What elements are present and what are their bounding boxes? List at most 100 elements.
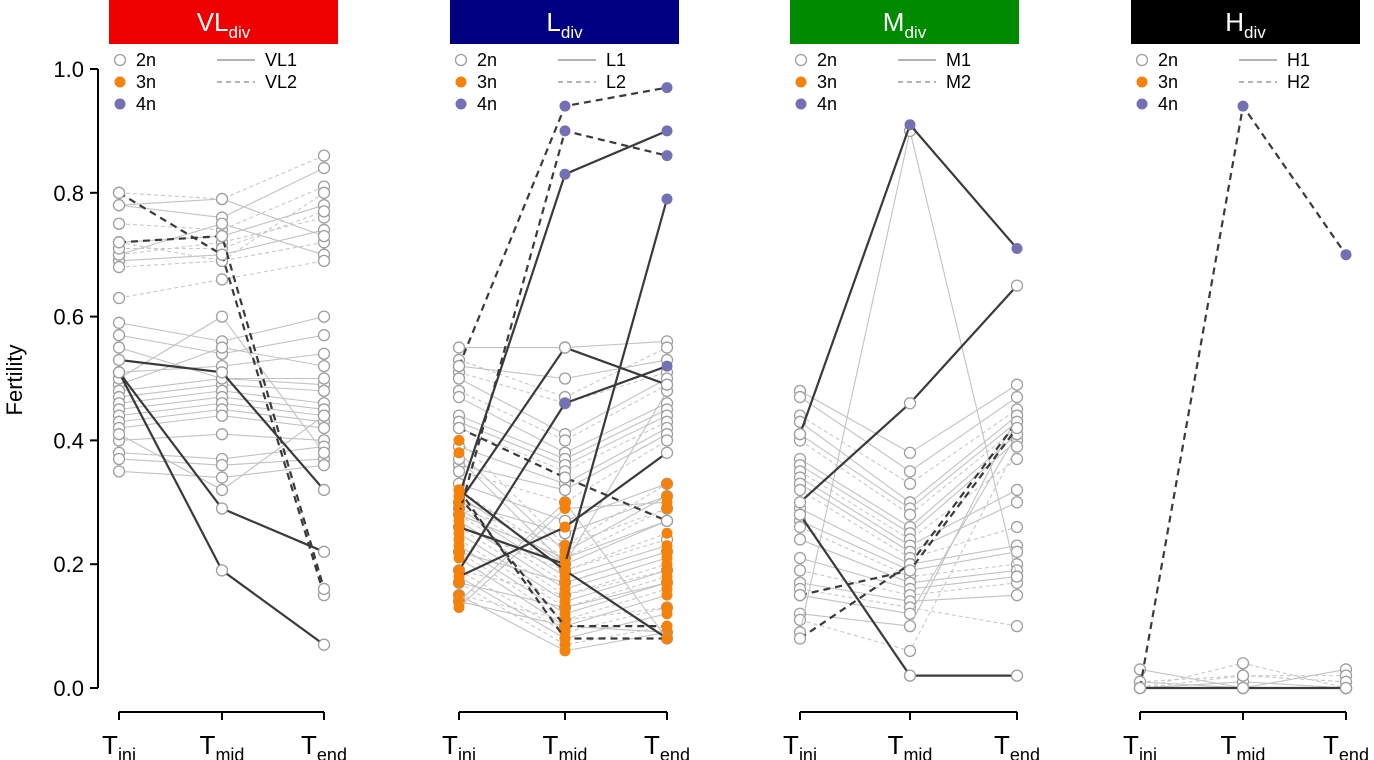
x-tick-base: T <box>301 730 317 760</box>
legend-label: L2 <box>606 72 626 92</box>
highlight-point-3n <box>453 571 465 583</box>
data-point-2n <box>903 508 917 521</box>
x-tick-label: Tend <box>994 730 1040 760</box>
data-point-2n <box>793 564 807 577</box>
legend-label: 2n <box>817 50 837 70</box>
x-axis-h: Tini Tmid Tend <box>1123 711 1369 760</box>
highlight-point-2n <box>112 186 126 199</box>
panel-header-vl <box>109 0 338 44</box>
legend-marker-3n <box>1136 76 1148 88</box>
legend-marker-4n <box>455 98 467 110</box>
x-tick-subscript: ini <box>458 745 476 760</box>
data-point-2n <box>215 483 229 497</box>
x-tick-subscript: mid <box>1236 745 1265 760</box>
panel-title-subscript: div <box>1244 23 1266 42</box>
x-tick-subscript: end <box>1010 745 1040 760</box>
data-point-2n <box>112 316 126 329</box>
data-point-2n <box>903 446 917 459</box>
data-point-2n <box>1010 570 1024 583</box>
panel-title-base: M <box>883 7 905 37</box>
legend-label: 3n <box>477 72 497 92</box>
y-tick-label: 0.8 <box>53 181 84 206</box>
data-point-2n <box>1010 545 1024 558</box>
panel-title-subscript: div <box>904 23 926 42</box>
highlight-series-L2 <box>458 427 668 522</box>
data-point-2n <box>317 254 331 268</box>
data-point-2n <box>317 149 331 162</box>
highlight-point-2n <box>317 582 331 596</box>
data-point-2n <box>215 217 229 230</box>
legend-marker-2n <box>1135 53 1149 67</box>
legend-label: 2n <box>477 50 497 70</box>
data-point-2n <box>317 459 331 472</box>
x-tick-label: Tend <box>1323 730 1369 760</box>
x-tick-label: Tend <box>301 730 347 760</box>
highlight-point-2n <box>215 229 229 243</box>
legend-label: 4n <box>817 94 837 114</box>
data-point-2n <box>317 186 331 199</box>
data-point-2n <box>1010 440 1024 453</box>
highlight-point-2n <box>660 378 674 391</box>
legend-marker-2n <box>113 53 127 67</box>
data-point-2n <box>1010 589 1024 602</box>
background-series-line <box>458 551 668 621</box>
legend-label: VL1 <box>265 50 297 70</box>
panel-header-l <box>450 0 679 44</box>
data-point-2n <box>903 619 917 633</box>
data-point-3n <box>661 478 673 490</box>
highlight-point-4n <box>559 168 571 180</box>
data-point-2n <box>112 428 126 441</box>
data-point-2n <box>215 310 229 323</box>
highlight-point-3n <box>453 509 465 521</box>
data-point-2n <box>903 465 917 478</box>
x-tick-label: Tini <box>783 730 817 760</box>
highlight-point-4n <box>559 397 571 409</box>
data-point-2n <box>317 229 331 243</box>
highlight-point-4n <box>904 119 916 131</box>
panel-title: VLdiv <box>197 7 251 42</box>
data-point-2n <box>317 310 331 323</box>
y-axis: 0.0 0.2 0.4 0.6 0.8 1.0 <box>53 57 99 701</box>
data-point-2n <box>215 273 229 286</box>
highlight-point-2n <box>660 446 674 459</box>
legend-label: 2n <box>136 50 156 70</box>
x-tick-base: T <box>783 730 799 760</box>
highlight-point-2n <box>452 359 466 373</box>
legend-label: H1 <box>1287 50 1310 70</box>
highlight-point-2n <box>215 248 229 261</box>
data-point-2n <box>317 205 331 218</box>
data-point-2n <box>1010 390 1024 404</box>
highlight-series-VL2 <box>118 234 326 590</box>
x-tick-subscript: ini <box>118 745 136 760</box>
data-point-3n <box>453 434 465 446</box>
legend-label: 3n <box>1158 72 1178 92</box>
data-point-2n <box>452 341 466 354</box>
highlight-point-2n <box>793 589 807 602</box>
data-point-2n <box>112 260 126 274</box>
background-series-line <box>458 439 668 503</box>
data-point-3n <box>453 447 465 459</box>
highlight-point-2n <box>793 496 807 509</box>
highlight-point-2n <box>215 564 229 577</box>
legend-label: H2 <box>1287 72 1310 92</box>
highlight-point-4n <box>661 150 673 162</box>
highlight-point-2n <box>317 638 331 651</box>
data-point-2n <box>452 372 466 385</box>
data-point-2n <box>317 384 331 398</box>
highlight-point-3n <box>661 632 673 644</box>
highlight-point-2n <box>903 669 917 682</box>
highlight-point-4n <box>1237 100 1249 112</box>
legend-label: VL2 <box>265 72 297 92</box>
x-axis-vl: Tini Tmid Tend <box>102 711 347 760</box>
data-point-2n <box>903 477 917 490</box>
background-series-line <box>119 210 325 250</box>
data-point-2n <box>215 409 229 422</box>
data-point-2n <box>660 434 674 447</box>
data-point-2n <box>1236 669 1250 682</box>
highlight-point-4n <box>1340 249 1352 261</box>
data-point-3n <box>559 502 571 514</box>
data-point-2n <box>793 483 807 497</box>
x-tick-label: Tini <box>442 730 476 760</box>
x-tick-label: Tend <box>644 730 690 760</box>
